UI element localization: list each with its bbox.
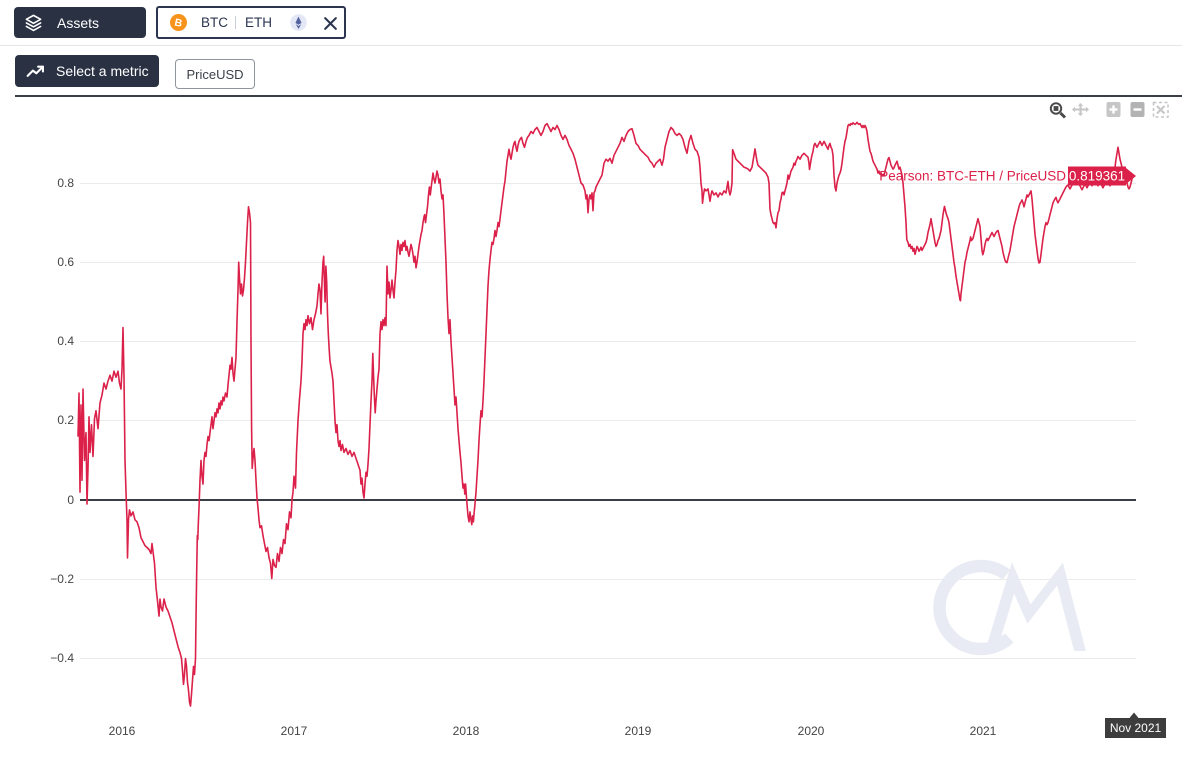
svg-text:0.8: 0.8 (57, 176, 74, 190)
svg-text:2016: 2016 (109, 724, 136, 738)
svg-text:2017: 2017 (281, 724, 308, 738)
svg-text:0.4: 0.4 (57, 334, 74, 348)
svg-text:2019: 2019 (625, 724, 652, 738)
svg-text:−0.2: −0.2 (50, 572, 74, 586)
svg-text:0.6: 0.6 (57, 255, 74, 269)
svg-text:0.819361: 0.819361 (1069, 169, 1125, 184)
svg-text:0.2: 0.2 (57, 413, 74, 427)
svg-text:2020: 2020 (798, 724, 825, 738)
svg-text:0: 0 (67, 493, 74, 507)
svg-text:2021: 2021 (970, 724, 997, 738)
svg-text:Pearson: BTC-ETH / PriceUSD: Pearson: BTC-ETH / PriceUSD (879, 169, 1066, 184)
svg-text:Nov 2021: Nov 2021 (1110, 721, 1162, 735)
svg-text:−0.4: −0.4 (50, 651, 74, 665)
svg-text:2018: 2018 (453, 724, 480, 738)
svg-text:B: B (173, 17, 183, 30)
